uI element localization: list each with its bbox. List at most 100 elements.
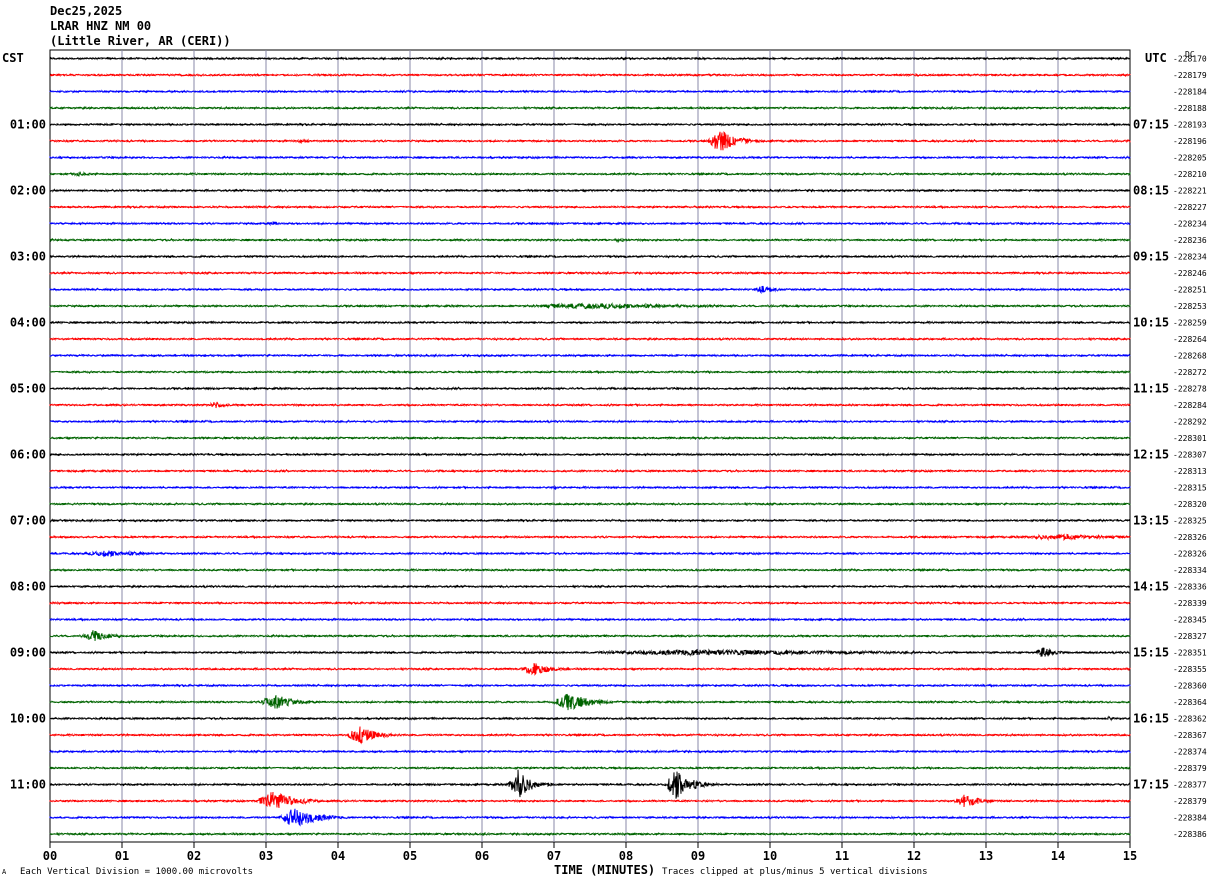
seismic-trace — [49, 726, 1131, 745]
seismic-trace — [49, 501, 1131, 507]
trace-dc-label: -228292 — [1173, 418, 1207, 427]
x-tick-label: 14 — [1051, 849, 1065, 863]
trace-dc-label: -228336 — [1173, 583, 1207, 592]
seismic-trace — [49, 270, 1131, 276]
seismic-trace — [49, 188, 1131, 193]
trace-dc-label: -228268 — [1173, 352, 1207, 361]
seismic-trace — [49, 765, 1131, 771]
seismic-trace — [49, 122, 1131, 127]
trace-dc-label: -228184 — [1173, 88, 1207, 97]
left-hour-label: 01:00 — [10, 118, 46, 132]
seismic-trace — [49, 254, 1131, 259]
seismic-trace — [49, 56, 1131, 61]
seismic-trace — [49, 386, 1131, 391]
seismic-trace — [49, 663, 1131, 676]
seismic-trace — [49, 549, 1131, 558]
right-hour-label: 08:15 — [1133, 184, 1169, 198]
trace-dc-label: -228307 — [1173, 451, 1207, 460]
trace-dc-label: -228325 — [1173, 517, 1207, 526]
right-hour-label: 10:15 — [1133, 316, 1169, 330]
left-hour-label: 11:00 — [10, 778, 46, 792]
trace-dc-label: -228236 — [1173, 236, 1207, 245]
x-tick-label: 07 — [547, 849, 561, 863]
x-tick-label: 09 — [691, 849, 705, 863]
seismic-trace — [49, 89, 1131, 94]
trace-dc-label: -228272 — [1173, 368, 1207, 377]
trace-dc-label: -228379 — [1173, 797, 1207, 806]
trace-dc-label: -228188 — [1173, 104, 1207, 113]
seismic-trace — [49, 831, 1131, 837]
seismic-trace — [49, 533, 1131, 542]
seismic-trace — [49, 336, 1131, 342]
trace-dc-label: -228246 — [1173, 269, 1207, 278]
trace-dc-label: -228234 — [1173, 253, 1207, 262]
x-tick-label: 08 — [619, 849, 633, 863]
x-axis-label: TIME (MINUTES) — [554, 863, 656, 877]
plot-frame — [49, 49, 1131, 843]
trace-dc-label: -228315 — [1173, 484, 1207, 493]
clip-note: Traces clipped at plus/minus 5 vertical … — [662, 867, 928, 877]
trace-dc-label: -228386 — [1173, 830, 1207, 839]
trace-dc-label: -228377 — [1173, 781, 1207, 790]
trace-dc-label: -228193 — [1173, 121, 1207, 130]
seismic-trace — [49, 105, 1131, 111]
trace-dc-label: -228355 — [1173, 665, 1207, 674]
seismic-trace — [49, 452, 1131, 457]
trace-dc-label: -228326 — [1173, 533, 1207, 542]
dc-header-label: DC — [1185, 50, 1195, 59]
seismic-trace — [49, 567, 1131, 573]
x-tick-label: 03 — [259, 849, 273, 863]
seismic-trace — [49, 131, 1131, 151]
trace-dc-label: -228196 — [1173, 137, 1207, 146]
trace-dc-label: -228379 — [1173, 764, 1207, 773]
seismic-trace — [49, 484, 1131, 491]
scale-note: Each Vertical Division = 1000.00 microvo… — [20, 867, 253, 877]
seismic-trace — [49, 419, 1131, 424]
left-hour-label: 10:00 — [10, 712, 46, 726]
seismic-trace — [49, 617, 1131, 622]
trace-dc-label: -228360 — [1173, 682, 1207, 691]
right-hour-label: 09:15 — [1133, 250, 1169, 264]
trace-dc-label: -228227 — [1173, 203, 1207, 212]
trace-dc-label: -228210 — [1173, 170, 1207, 179]
seismic-trace — [49, 435, 1131, 441]
trace-dc-label: -228367 — [1173, 731, 1207, 740]
trace-dc-label: -228278 — [1173, 385, 1207, 394]
trace-dc-label: -228339 — [1173, 599, 1207, 608]
trace-dc-label: -228326 — [1173, 550, 1207, 559]
x-tick-label: 05 — [403, 849, 417, 863]
trace-dc-label: -228301 — [1173, 434, 1207, 443]
seismic-trace — [49, 285, 1131, 295]
seismic-trace — [49, 647, 1131, 657]
corner-mark: A — [2, 868, 7, 876]
trace-dc-label: -228334 — [1173, 566, 1207, 575]
trace-dc-label: -228345 — [1173, 616, 1207, 625]
right-hour-label: 13:15 — [1133, 514, 1169, 528]
left-hour-label: 04:00 — [10, 316, 46, 330]
seismic-trace — [49, 221, 1131, 227]
trace-dc-label: -228320 — [1173, 500, 1207, 509]
seismic-trace — [49, 204, 1131, 210]
left-hour-label: 08:00 — [10, 580, 46, 594]
right-hour-label: 16:15 — [1133, 712, 1169, 726]
x-tick-label: 06 — [475, 849, 489, 863]
trace-dc-label: -228259 — [1173, 319, 1207, 328]
trace-dc-label: -228179 — [1173, 71, 1207, 80]
seismic-trace — [49, 518, 1131, 523]
trace-dc-label: -228251 — [1173, 286, 1207, 295]
seismic-trace — [49, 320, 1131, 325]
station-label: LRAR HNZ NM 00 — [50, 19, 152, 33]
seismic-trace — [50, 72, 1131, 78]
trace-dc-label: -228284 — [1173, 401, 1207, 410]
seismic-trace — [49, 369, 1131, 375]
x-tick-label: 15 — [1123, 849, 1137, 863]
x-tick-label: 01 — [115, 849, 129, 863]
seismic-trace — [49, 808, 1131, 827]
x-tick-label: 04 — [331, 849, 345, 863]
x-tick-label: 10 — [763, 849, 777, 863]
trace-dc-label: -228351 — [1173, 649, 1207, 658]
x-tick-label: 02 — [187, 849, 201, 863]
x-tick-label: 13 — [979, 849, 993, 863]
left-hour-label: 05:00 — [10, 382, 46, 396]
left-hour-label: 03:00 — [10, 250, 46, 264]
